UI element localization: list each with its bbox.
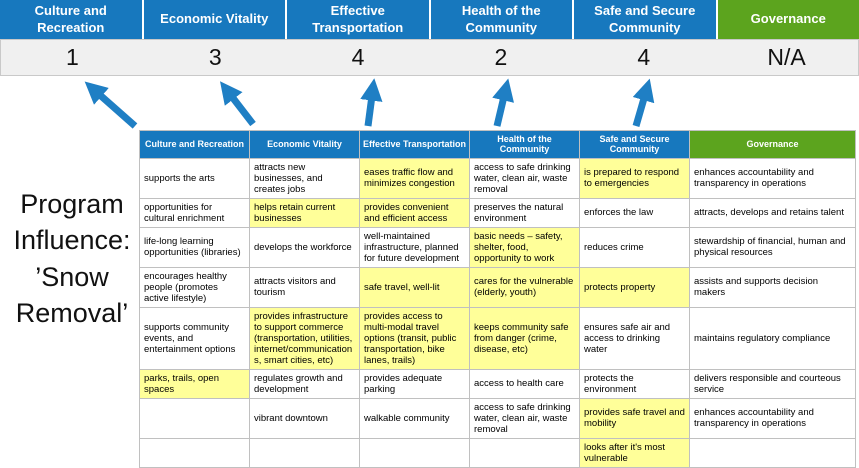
scoreboard-header-governance: Governance — [718, 0, 859, 39]
matrix-cell: provides convenient and efficient access — [360, 198, 470, 227]
matrix-cell: enhances accountability and transparency… — [690, 158, 856, 198]
matrix-cell: provides adequate parking — [360, 369, 470, 398]
matrix-cell: maintains regulatory compliance — [690, 307, 856, 369]
matrix-cell: opportunities for cultural enrichment — [140, 198, 250, 227]
up-arrow-icon — [497, 88, 506, 126]
matrix-cell: basic needs – safety, shelter, food, opp… — [470, 227, 580, 267]
matrix-cell: well-maintained infrastructure, planned … — [360, 227, 470, 267]
matrix-cell-empty — [250, 439, 360, 468]
score-value-effective-transportation: 4 — [287, 40, 430, 75]
up-arrow-icon — [226, 89, 253, 124]
matrix-cell: protects the environment — [580, 369, 690, 398]
matrix-cell: attracts visitors and tourism — [250, 267, 360, 307]
matrix-cell: regulates growth and development — [250, 369, 360, 398]
matrix-cell: enforces the law — [580, 198, 690, 227]
matrix-cell: supports community events, and entertain… — [140, 307, 250, 369]
matrix-cell: helps retain current businesses — [250, 198, 360, 227]
matrix-cell: assists and supports decision makers — [690, 267, 856, 307]
matrix-cell: provides safe travel and mobility — [580, 398, 690, 438]
matrix-cell: vibrant downtown — [250, 398, 360, 438]
matrix-cell: is prepared to respond to emergencies — [580, 158, 690, 198]
matrix-cell: supports the arts — [140, 158, 250, 198]
matrix-cell: provides infrastructure to support comme… — [250, 307, 360, 369]
matrix-cell-empty — [690, 439, 856, 468]
score-value-culture-and-recreation: 1 — [1, 40, 144, 75]
matrix-header-safe-and-secure-community: Safe and Secure Community — [580, 131, 690, 159]
matrix-cell: reduces crime — [580, 227, 690, 267]
matrix-header-culture-and-recreation: Culture and Recreation — [140, 131, 250, 159]
matrix-cell: keeps community safe from danger (crime,… — [470, 307, 580, 369]
matrix-cell: stewardship of financial, human and phys… — [690, 227, 856, 267]
up-arrow-icon — [92, 88, 135, 126]
scoreboard-header-safe-and-secure-community: Safe and Secure Community — [574, 0, 718, 39]
matrix-cell: delivers responsible and courteous servi… — [690, 369, 856, 398]
score-value-health-of-the-community: 2 — [429, 40, 572, 75]
matrix-row: looks after it's most vulnerable — [140, 439, 856, 468]
matrix-cell: parks, trails, open spaces — [140, 369, 250, 398]
matrix-header-health-of-the-community: Health of the Community — [470, 131, 580, 159]
score-value-governance: N/A — [715, 40, 858, 75]
matrix-cell: access to safe drinking water, clean air… — [470, 158, 580, 198]
matrix-cell: ensures safe air and access to drinking … — [580, 307, 690, 369]
scoreboard-header-culture-and-recreation: Culture and Recreation — [0, 0, 144, 39]
scoreboard-header-health-of-the-community: Health of the Community — [431, 0, 575, 39]
matrix-row: encourages healthy people (promotes acti… — [140, 267, 856, 307]
matrix-header-effective-transportation: Effective Transportation — [360, 131, 470, 159]
matrix-cell: walkable community — [360, 398, 470, 438]
up-arrow-icon — [368, 88, 373, 126]
matrix-row: life-long learning opportunities (librar… — [140, 227, 856, 267]
up-arrow-icon — [636, 88, 647, 126]
matrix-cell: cares for the vulnerable (elderly, youth… — [470, 267, 580, 307]
matrix-cell: preserves the natural environment — [470, 198, 580, 227]
matrix-cell-empty — [360, 439, 470, 468]
matrix-cell: access to safe drinking water, clean air… — [470, 398, 580, 438]
matrix-cell: provides access to multi-modal travel op… — [360, 307, 470, 369]
matrix-cell-empty — [140, 398, 250, 438]
matrix-row: supports community events, and entertain… — [140, 307, 856, 369]
matrix-header-governance: Governance — [690, 131, 856, 159]
matrix-cell: encourages healthy people (promotes acti… — [140, 267, 250, 307]
matrix-cell: protects property — [580, 267, 690, 307]
scoreboard-header-economic-vitality: Economic Vitality — [144, 0, 288, 39]
matrix-cell: attracts new businesses, and creates job… — [250, 158, 360, 198]
matrix-cell-empty — [140, 439, 250, 468]
matrix-cell: access to health care — [470, 369, 580, 398]
matrix-cell: life-long learning opportunities (librar… — [140, 227, 250, 267]
matrix-cell: eases traffic flow and minimizes congest… — [360, 158, 470, 198]
score-arrows — [60, 78, 680, 130]
scoreboard-header-effective-transportation: Effective Transportation — [287, 0, 431, 39]
matrix-cell: safe travel, well-lit — [360, 267, 470, 307]
matrix-cell: enhances accountability and transparency… — [690, 398, 856, 438]
page-title: Program Influence: ’Snow Removal’ — [1, 186, 143, 332]
score-value-safe-and-secure-community: 4 — [572, 40, 715, 75]
matrix-header-economic-vitality: Economic Vitality — [250, 131, 360, 159]
matrix-cell: develops the workforce — [250, 227, 360, 267]
score-value-economic-vitality: 3 — [144, 40, 287, 75]
matrix-cell: looks after it's most vulnerable — [580, 439, 690, 468]
matrix-cell-empty — [470, 439, 580, 468]
matrix-cell: attracts, develops and retains talent — [690, 198, 856, 227]
